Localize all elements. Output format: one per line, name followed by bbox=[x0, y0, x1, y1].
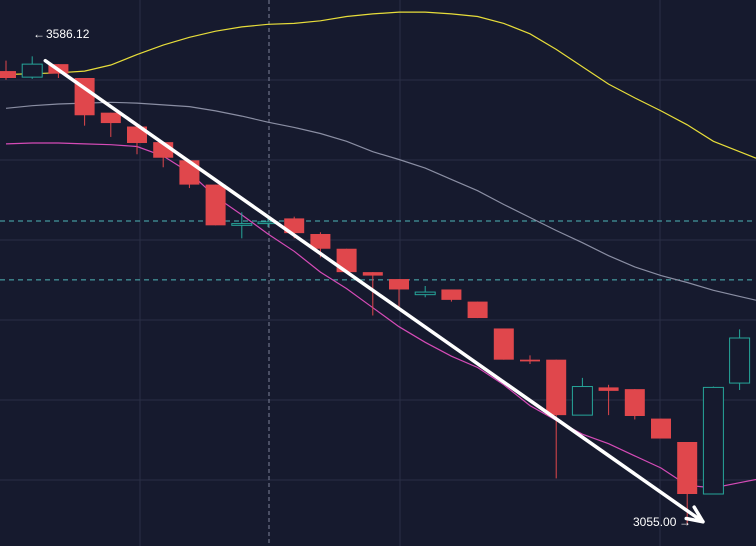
candle-body-down bbox=[520, 359, 540, 362]
candle-body-up bbox=[231, 223, 253, 226]
high-price-label: 3586.12 bbox=[46, 27, 90, 41]
candle[interactable] bbox=[441, 289, 462, 302]
candle[interactable] bbox=[624, 389, 645, 420]
candle-body-down bbox=[310, 234, 331, 249]
candle-body-down bbox=[677, 442, 698, 494]
candle-body-up bbox=[571, 386, 593, 416]
candle[interactable] bbox=[467, 301, 488, 319]
candle[interactable] bbox=[651, 418, 671, 439]
candle[interactable] bbox=[571, 377, 593, 416]
candle-body-down bbox=[598, 387, 619, 391]
upper-band-line bbox=[5, 11, 756, 159]
candle-body-up bbox=[729, 337, 751, 384]
candle[interactable] bbox=[74, 78, 95, 126]
middle-band-line bbox=[5, 101, 756, 301]
candle[interactable] bbox=[336, 248, 357, 273]
candle[interactable] bbox=[414, 286, 436, 298]
candle[interactable] bbox=[520, 355, 540, 364]
candle[interactable] bbox=[100, 112, 121, 137]
candle[interactable] bbox=[598, 384, 619, 416]
lower-band-line bbox=[5, 142, 756, 489]
candle[interactable] bbox=[205, 184, 226, 226]
candle[interactable] bbox=[0, 60, 16, 80]
bollinger-bands bbox=[5, 11, 756, 489]
trend-arrow-head bbox=[684, 505, 705, 524]
high-price-annotation: ← 3586.12 bbox=[33, 27, 90, 41]
candle-body-down bbox=[624, 389, 645, 416]
candle-body-down bbox=[493, 328, 514, 360]
candle-body-down bbox=[467, 301, 488, 319]
candle-body-down bbox=[389, 279, 409, 290]
trend-arrow-line[interactable] bbox=[43, 58, 705, 524]
candle[interactable] bbox=[21, 56, 43, 79]
candle-body-down bbox=[74, 78, 95, 116]
candle-body-down bbox=[127, 126, 147, 143]
candle-body-down bbox=[546, 359, 567, 416]
low-arrow-glyph: → bbox=[679, 515, 691, 529]
candle-body-down bbox=[0, 71, 16, 78]
high-arrow-glyph: ← bbox=[33, 27, 45, 41]
candle[interactable] bbox=[389, 279, 409, 310]
low-price-label: 3055.00 bbox=[633, 515, 677, 529]
candle-body-up bbox=[702, 386, 724, 495]
candle[interactable] bbox=[702, 386, 724, 495]
candle-body-down bbox=[441, 289, 462, 300]
candle[interactable] bbox=[127, 126, 147, 155]
horizontal-levels bbox=[0, 220, 756, 281]
candle-body-down bbox=[651, 418, 671, 439]
candle[interactable] bbox=[493, 328, 514, 360]
candle-body-up bbox=[414, 291, 436, 296]
candle-body-down bbox=[284, 218, 305, 234]
trend-arrow[interactable] bbox=[43, 58, 705, 524]
candle[interactable] bbox=[231, 212, 253, 239]
candle-body-down bbox=[179, 160, 200, 185]
candle[interactable] bbox=[729, 329, 751, 390]
candle-body-down bbox=[205, 184, 226, 226]
low-price-annotation: 3055.00 → bbox=[633, 515, 691, 529]
candle[interactable] bbox=[362, 272, 383, 316]
candle-body-up bbox=[21, 63, 43, 78]
candle-body-down bbox=[100, 112, 121, 124]
candle-body-down bbox=[362, 272, 383, 276]
